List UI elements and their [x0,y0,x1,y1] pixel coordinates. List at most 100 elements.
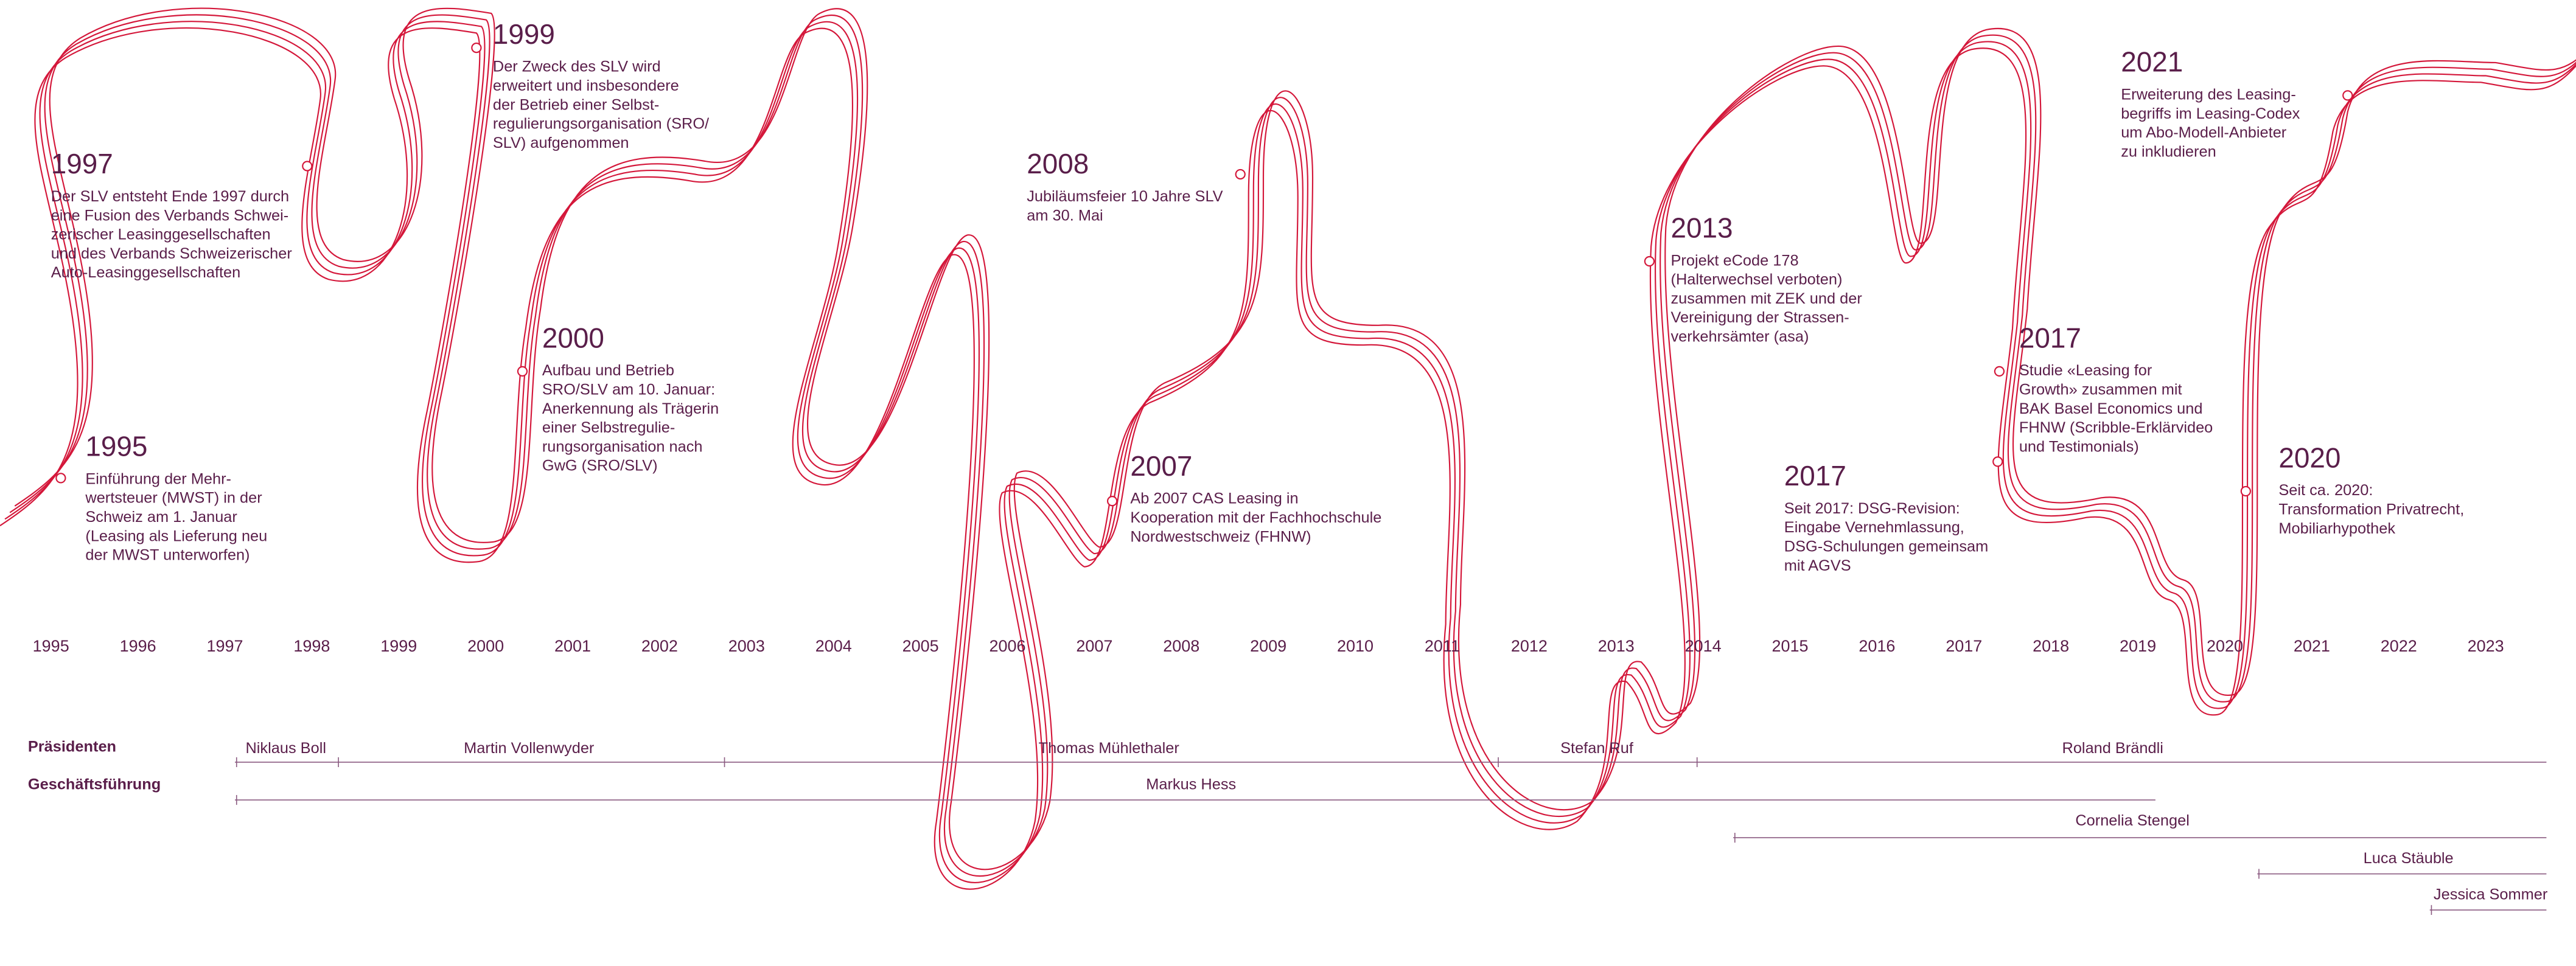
person-name: Niklaus Boll [245,740,326,757]
year-label: 2013 [1598,637,1635,655]
year-label: 2012 [1511,637,1548,655]
event-text: Nordwestschweiz (FHNW) [1130,528,1311,545]
event-text: der MWST unterworfen) [85,547,250,564]
event-year: 2017 [2019,322,2081,353]
year-label: 1999 [380,637,417,655]
event-text: um Abo-Modell-Anbieter [2121,124,2287,141]
event-text: wertsteuer (MWST) in der [85,490,262,507]
year-label: 2021 [2294,637,2330,655]
event-text: Growth» zusammen mit [2019,381,2182,398]
event-marker [1107,496,1118,507]
event-text: GwG (SRO/SLV) [542,457,658,474]
event-text: mit AGVS [1784,557,1851,574]
event-text: eine Fusion des Verbands Schwei- [51,207,288,224]
year-label: 2018 [2033,637,2069,655]
event-marker [1235,169,1246,180]
year-label: 2005 [902,637,939,655]
person-name: Roland Brändli [2062,740,2163,757]
year-label: 1996 [120,637,156,655]
event-year: 1997 [51,148,113,179]
event-text: verkehrsämter (asa) [1671,328,1809,346]
year-label: 2022 [2381,637,2417,655]
year-label: 2015 [1771,637,1808,655]
event-marker [2240,485,2252,497]
year-label: 2023 [2468,637,2504,655]
year-label: 2010 [1337,637,1374,655]
person-name: Martin Vollenwyder [464,740,595,757]
event-text: Transformation Privatrecht, [2278,501,2464,518]
person-name: Thomas Mühlethaler [1039,740,1180,757]
event-marker [1994,366,2005,377]
event-text: (Halterwechsel verboten) [1671,271,1843,288]
event-text: SRO/SLV am 10. Januar: [542,381,715,398]
event-text: DSG-Schulungen gemeinsam [1784,538,1988,555]
event-text: BAK Basel Economics und [2019,400,2203,417]
event-marker [1644,255,1655,267]
event-year: 2013 [1671,212,1733,243]
year-label: 2016 [1859,637,1895,655]
event-text: regulierungsorganisation (SRO/ [493,116,710,133]
year-label: 2011 [1425,637,1460,655]
event-text: Der Zweck des SLV wird [493,58,661,75]
event-text: erweitert und insbesondere [493,77,679,94]
year-label: 2001 [554,637,591,655]
event-text: Studie «Leasing for [2019,362,2152,379]
year-label: 2019 [2120,637,2156,655]
year-label: 2000 [467,637,504,655]
event-text: und des Verbands Schweizerischer [51,245,293,262]
event-text: Eingabe Vernehmlassung, [1784,519,1964,536]
event-text: Auto-Leasinggesellschaften [51,264,241,281]
event-text: Erweiterung des Leasing- [2121,86,2296,103]
year-label: 2007 [1076,637,1112,655]
year-label: 2004 [815,637,852,655]
year-label: 2009 [1250,637,1286,655]
event-marker [302,161,313,172]
event-text: Kooperation mit der Fachhochschule [1130,509,1381,526]
person-name: Cornelia Stengel [2075,812,2189,829]
person-name: Jessica Sommer [2434,886,2548,903]
event-text: der Betrieb einer Selbst- [493,96,659,113]
person-name: Markus Hess [1146,776,1236,793]
year-label: 2002 [641,637,678,655]
year-label: 1995 [33,637,69,655]
event-year: 2020 [2278,442,2340,473]
event-text: Jubiläumsfeier 10 Jahre SLV [1027,188,1223,205]
event-text: zerischer Leasinggesellschaften [51,226,271,243]
person-name: Stefan Ruf [1560,740,1634,757]
event-year: 2007 [1130,450,1192,482]
event-text: begriffs im Leasing-Codex [2121,105,2300,122]
event-year: 1999 [493,18,555,50]
event-year: 2008 [1027,148,1089,179]
event-text: Mobiliarhypothek [2278,520,2395,537]
event-text: einer Selbstregulie- [542,419,675,436]
event-text: rungsorganisation nach [542,438,703,455]
event-text: Der SLV entsteht Ende 1997 durch [51,188,289,205]
event-text: FHNW (Scribble-Erklärvideo [2019,419,2213,436]
event-text: am 30. Mai [1027,207,1103,224]
year-label: 2017 [1946,637,1982,655]
event-text: Ab 2007 CAS Leasing in [1130,490,1298,507]
event-marker [517,366,528,377]
year-label: 2020 [2207,637,2243,655]
event-marker [2342,90,2353,101]
event-year: 2021 [2121,46,2183,78]
event-text: Seit 2017: DSG-Revision: [1784,500,1960,517]
row-label: Geschäftsführung [28,776,161,793]
event-text: Aufbau und Betrieb [542,362,674,379]
row-label: Präsidenten [28,738,116,755]
event-text: zusammen mit ZEK und der [1671,290,1863,307]
year-label: 2008 [1163,637,1199,655]
event-text: Projekt eCode 178 [1671,252,1799,269]
event-year: 2017 [1784,460,1846,492]
event-marker [55,473,66,484]
person-name: Luca Stäuble [2364,850,2454,867]
event-text: Schweiz am 1. Januar [85,509,237,526]
year-label: 2006 [989,637,1025,655]
event-text: (Leasing als Lieferung neu [85,527,267,544]
event-marker [471,42,482,54]
event-text: Seit ca. 2020: [2278,482,2373,499]
event-text: Anerkennung als Trägerin [542,400,719,417]
year-label: 1997 [206,637,243,655]
